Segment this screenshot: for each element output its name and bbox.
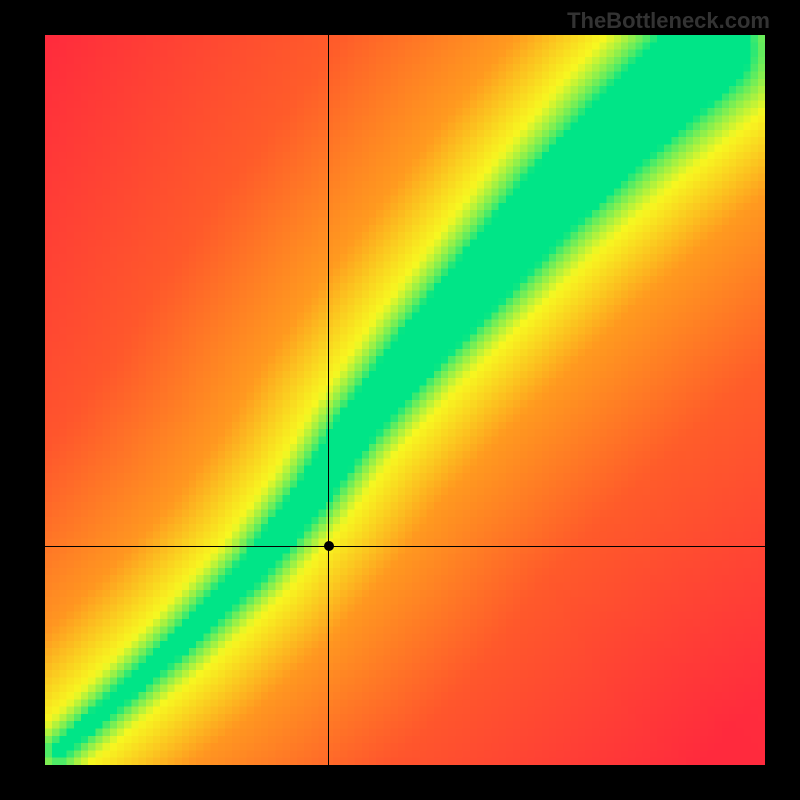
- crosshair-vertical: [328, 35, 329, 765]
- crosshair-horizontal: [45, 546, 765, 547]
- crosshair-marker: [324, 541, 334, 551]
- plot-area: [45, 35, 765, 765]
- watermark-text: TheBottleneck.com: [567, 8, 770, 34]
- heatmap-canvas: [45, 35, 765, 765]
